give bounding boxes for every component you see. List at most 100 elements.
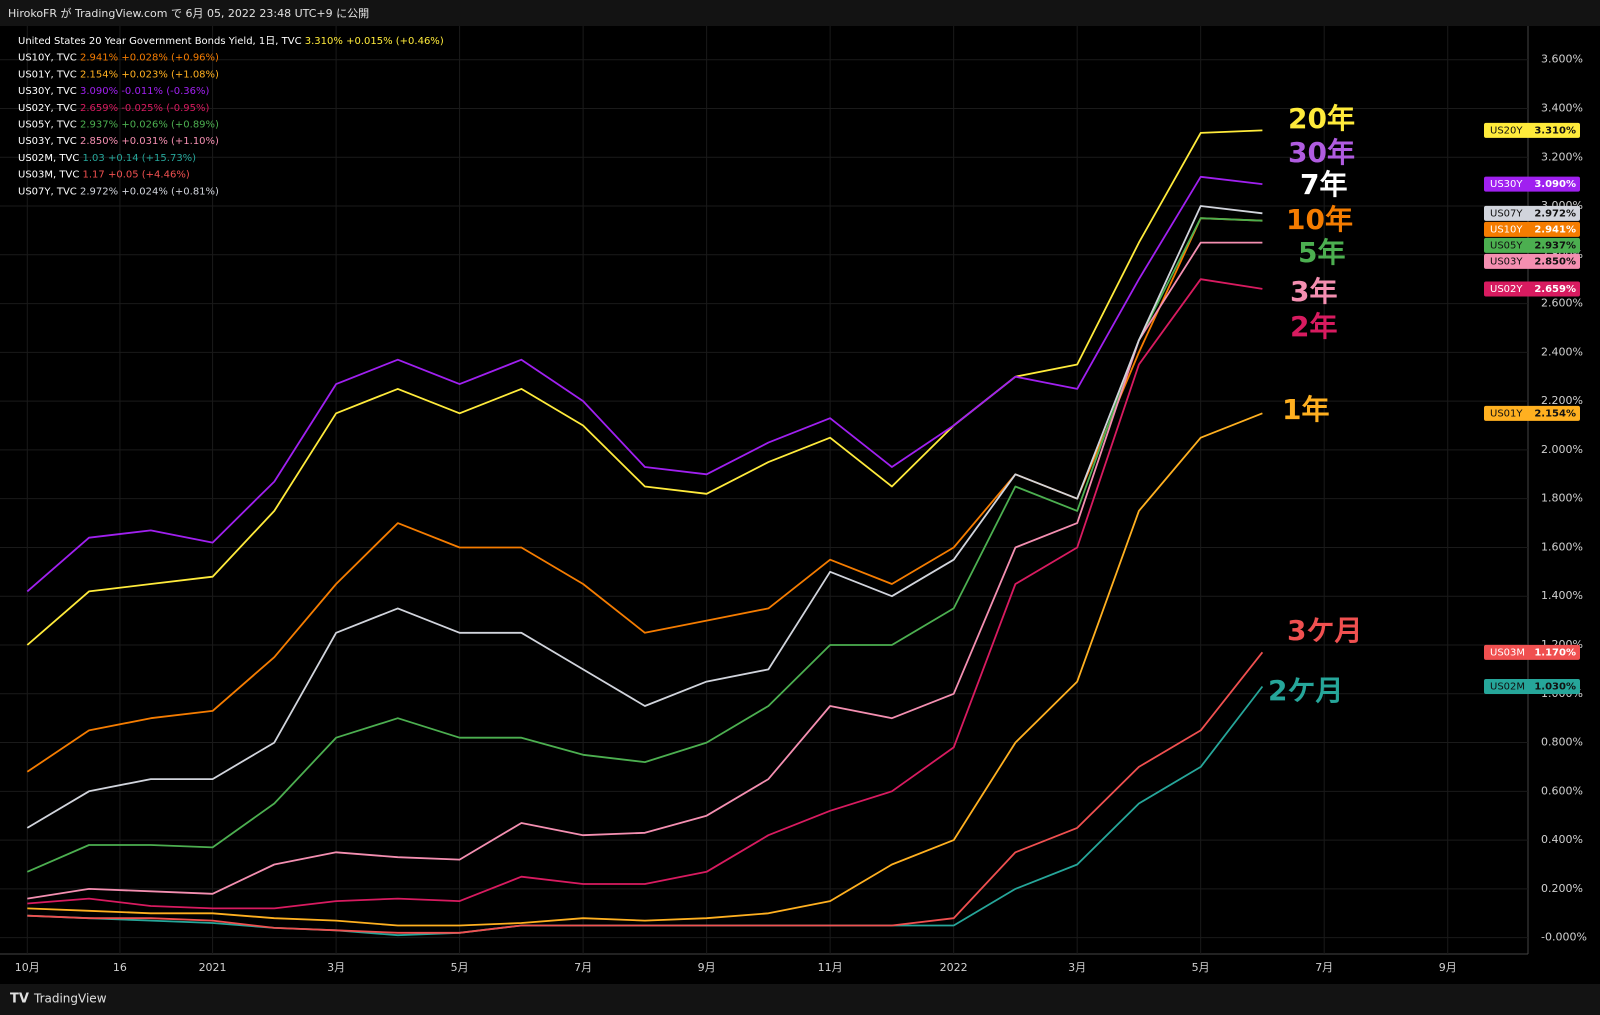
- footer: TradingView: [33, 992, 107, 1006]
- legend-entry: US02Y, TVC 2.659% -0.025% (-0.95%): [18, 103, 210, 114]
- x-tick-label: 2021: [199, 961, 227, 974]
- legend-entry: US03M, TVC 1.17 +0.05 (+4.46%): [18, 170, 190, 181]
- y-tick-label: 2.200%: [1541, 394, 1583, 407]
- legend-change: +0.031% (+1.10%): [121, 136, 219, 147]
- price-tag-name: US10Y: [1490, 224, 1523, 235]
- series-line: [27, 241, 1263, 900]
- annotation: 10年: [1286, 203, 1353, 236]
- legend-name: US02M, TVC: [18, 153, 79, 164]
- y-tick-label: 0.400%: [1541, 833, 1583, 846]
- x-tick-label: 7月: [1315, 961, 1333, 974]
- legend-entry: US03Y, TVC 2.850% +0.031% (+1.10%): [18, 136, 219, 147]
- y-tick-label: 2.000%: [1541, 443, 1583, 456]
- legend-entry: US05Y, TVC 2.937% +0.026% (+0.89%): [18, 120, 219, 131]
- annotation: 3ケ月: [1287, 614, 1362, 647]
- price-tag: [1484, 237, 1580, 253]
- price-tag-value: 2.154%: [1534, 408, 1576, 419]
- price-tag: [1484, 405, 1580, 421]
- annotation: 2年: [1290, 310, 1337, 343]
- legend-last: 3.090%: [80, 86, 118, 97]
- price-tag-value: 2.659%: [1534, 284, 1576, 295]
- annotation: 1年: [1282, 393, 1329, 426]
- annotation: 3年: [1290, 275, 1337, 308]
- legend-name: US30Y, TVC: [18, 86, 77, 97]
- legend-name: US01Y, TVC: [18, 69, 77, 80]
- price-tag: [1484, 678, 1580, 694]
- x-tick-label: 16: [113, 961, 127, 974]
- price-tag-value: 2.850%: [1534, 256, 1576, 267]
- series-line: [27, 651, 1264, 934]
- price-tag-value: 1.030%: [1534, 681, 1576, 692]
- legend-last: 2.659%: [80, 103, 118, 114]
- legend-last: 2.850%: [80, 136, 118, 147]
- y-tick-label: 1.800%: [1541, 492, 1583, 505]
- x-tick-label: 9月: [698, 961, 716, 974]
- legend-name: US05Y, TVC: [18, 120, 77, 131]
- annotation: 5年: [1298, 236, 1345, 269]
- price-tag-name: US03Y: [1490, 256, 1523, 267]
- legend-change: +0.015% (+0.46%): [346, 36, 444, 47]
- price-tag-name: US20Y: [1490, 125, 1523, 136]
- y-tick-label: 3.600%: [1541, 53, 1583, 66]
- y-tick-label: 3.200%: [1541, 150, 1583, 163]
- legend-change: +0.05 (+4.46%): [108, 170, 190, 181]
- series-line: [26, 129, 1263, 646]
- series-line: [26, 205, 1263, 829]
- header-bar: [0, 0, 1600, 26]
- y-tick-label: 2.400%: [1541, 345, 1583, 358]
- legend-entry: US01Y, TVC 2.154% +0.023% (+1.08%): [18, 69, 219, 80]
- price-tag: [1484, 644, 1580, 660]
- price-tag-name: US02M: [1490, 681, 1525, 692]
- price-tag-value: 1.170%: [1534, 647, 1576, 658]
- legend-change: +0.023% (+1.08%): [121, 69, 219, 80]
- legend-last: 2.941%: [80, 53, 118, 64]
- y-tick-label: 3.400%: [1541, 101, 1583, 114]
- x-tick-label: 3月: [327, 961, 345, 974]
- legend-entry: US02M, TVC 1.03 +0.14 (+15.73%): [18, 153, 196, 164]
- x-tick-label: 5月: [451, 961, 469, 974]
- legend-last: 2.972%: [80, 186, 118, 197]
- x-tick-label: 3月: [1068, 961, 1086, 974]
- price-tag-name: US01Y: [1490, 408, 1523, 419]
- legend-last: 1.17: [83, 170, 105, 181]
- legend-last: 3.310%: [305, 36, 343, 47]
- annotation: 30年: [1288, 136, 1355, 169]
- price-tag: [1484, 205, 1580, 221]
- price-tag-value: 2.972%: [1534, 208, 1576, 219]
- x-tick-label: 5月: [1192, 961, 1210, 974]
- legend-entry: US30Y, TVC 3.090% -0.011% (-0.36%): [18, 86, 210, 97]
- annotation: 20年: [1288, 102, 1355, 135]
- price-tag-name: US05Y: [1490, 240, 1523, 251]
- x-tick-label: 9月: [1439, 961, 1457, 974]
- legend-change: +0.028% (+0.96%): [121, 53, 219, 64]
- legend-last: 2.937%: [80, 120, 118, 131]
- series-line: [26, 217, 1263, 873]
- legend-entry: US07Y, TVC 2.972% +0.024% (+0.81%): [18, 186, 219, 197]
- legend-name: US02Y, TVC: [18, 103, 77, 114]
- legend-change: -0.025% (-0.95%): [121, 103, 209, 114]
- price-tag: [1484, 221, 1580, 237]
- x-tick-label: 10月: [15, 961, 40, 974]
- y-tick-label: 1.600%: [1541, 540, 1583, 553]
- price-tag: [1484, 122, 1580, 138]
- price-tag-name: US02Y: [1490, 284, 1523, 295]
- header: HirokoFR が TradingView.com で 6月 05, 2022…: [8, 6, 369, 20]
- legend-entry: US10Y, TVC 2.941% +0.028% (+0.96%): [18, 53, 219, 64]
- series-line: [27, 412, 1263, 927]
- price-tag-name: US30Y: [1490, 179, 1523, 190]
- legend-entry: United States 20 Year Government Bonds Y…: [18, 36, 444, 47]
- annotation: 2ケ月: [1268, 674, 1343, 707]
- y-tick-label: 0.800%: [1541, 736, 1583, 749]
- legend-change: +0.14 (+15.73%): [108, 153, 196, 164]
- x-tick-label: 7月: [574, 961, 592, 974]
- legend-last: 2.154%: [80, 69, 118, 80]
- series-line: [27, 278, 1263, 910]
- x-tick-label: 2022: [940, 961, 968, 974]
- y-tick-label: 2.600%: [1541, 297, 1583, 310]
- y-tick-label: 0.600%: [1541, 784, 1583, 797]
- y-tick-label: -0.000%: [1541, 931, 1587, 944]
- legend-name: US07Y, TVC: [18, 186, 77, 197]
- price-tag-value: 2.937%: [1534, 240, 1576, 251]
- price-tag-value: 3.090%: [1534, 179, 1576, 190]
